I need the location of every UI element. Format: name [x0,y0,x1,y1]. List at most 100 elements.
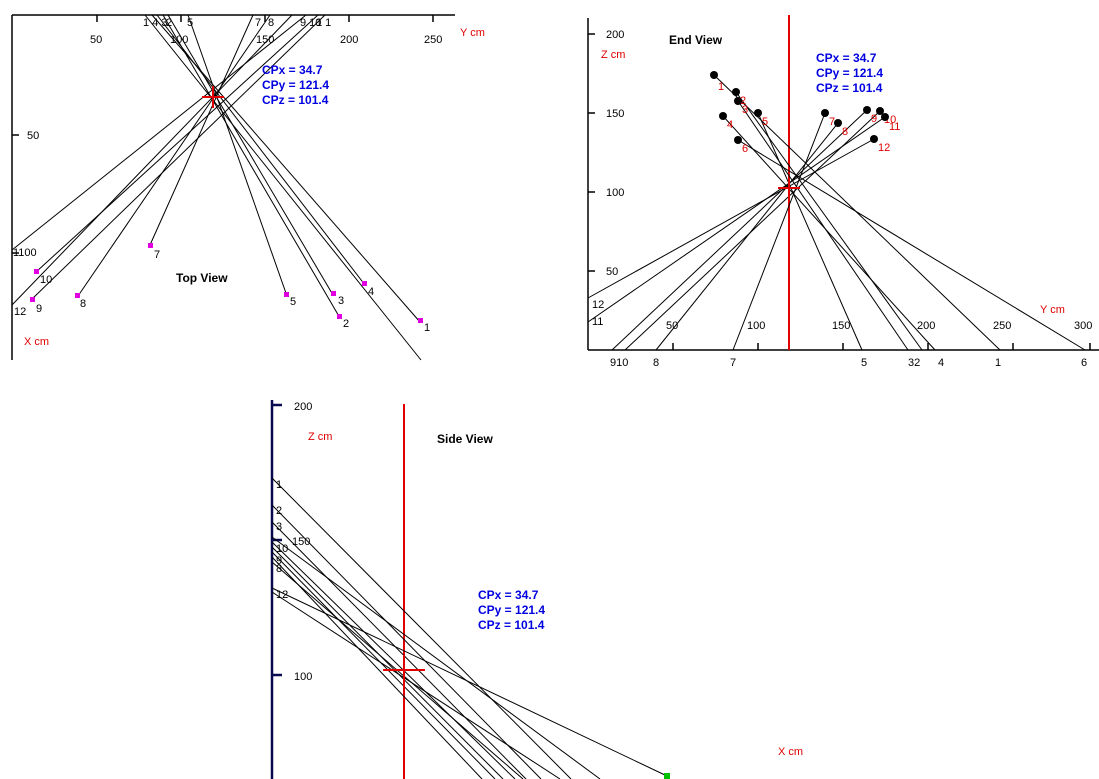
side-cpz: CPz = 101.4 [478,618,545,632]
top-y-tick-150: 150 [256,34,274,46]
side-label-10: 10 [276,543,288,555]
top-y-tick-50: 50 [90,34,102,46]
top-cpy: CPy = 121.4 [262,78,329,92]
top-point-8 [75,293,80,298]
end-bottom-label-4: 4 [938,357,944,369]
side-view-rays [271,477,668,779]
side-view-panel: 200 150 100 Z cm X cm 1 2 [270,400,803,779]
end-point-7 [821,109,829,117]
end-point-label-6: 6 [742,143,748,155]
end-bottom-label-32: 32 [908,357,920,369]
top-ray-label-8: 8 [268,17,274,29]
top-view-title: Top View [176,271,228,285]
top-point-9 [30,297,35,302]
top-view-panel: 50 100 150 200 250 Y cm 50 1100 X cm 1 4… [11,14,485,361]
side-label-9: 9 [276,555,282,567]
end-cpz: CPz = 101.4 [816,81,883,95]
top-cpz: CPz = 101.4 [262,93,329,107]
end-left-label-11: 11 [592,316,603,328]
top-view-rays [11,14,422,361]
end-left-label-12: 12 [592,299,604,311]
side-label-8: 8 [276,563,282,575]
side-z-tick-200: 200 [294,401,312,413]
end-bottom-label-910: 910 [610,357,628,369]
top-point-4 [362,281,367,286]
end-z-tick-50: 50 [606,266,618,278]
top-point-label-8: 8 [80,298,86,310]
top-view-y-cm-label: Y cm [460,27,485,39]
top-ray-label-11: 1 1 [316,17,331,29]
top-y-tick-200: 200 [340,34,358,46]
top-x-tick-50: 50 [27,130,39,142]
end-point-label-11: 11 [889,121,900,133]
top-point-3 [331,291,336,296]
top-point-label-12: 12 [14,306,26,318]
end-view-panel: 200 150 100 50 Z cm 50 100 150 200 250 3… [587,15,1099,369]
end-view-center-marker [778,178,800,198]
side-view-title: Side View [437,432,493,446]
end-bottom-label-8: 8 [653,357,659,369]
top-point-label-1: 1 [424,322,430,334]
top-point-label-2: 2 [343,318,349,330]
end-point-label-3: 3 [742,104,748,116]
end-point-6 [734,136,742,144]
end-view-points: 1 2 3 4 5 6 7 8 9 10 11 12 [710,71,900,155]
end-point-1 [710,71,718,79]
top-point-label-9: 9 [36,303,42,315]
end-point-label-7: 7 [829,116,835,128]
end-y-tick-100: 100 [747,320,765,332]
top-point-1 [418,318,423,323]
top-point-5 [284,292,289,297]
side-view-x-cm-label: X cm [778,746,803,758]
end-y-tick-200: 200 [917,320,935,332]
end-point-label-9: 9 [871,113,877,125]
side-view-center-marker [383,655,425,690]
end-bottom-label-7: 7 [730,357,736,369]
side-label-2: 2 [276,505,282,517]
end-point-label-12: 12 [878,142,890,154]
top-ray-label-7: 7 [255,17,261,29]
end-point-11 [881,113,889,121]
top-point-label-4: 4 [368,286,374,298]
top-point-label-5: 5 [290,296,296,308]
side-view-z-cm-label: Z cm [308,431,332,443]
end-z-tick-200: 200 [606,29,624,41]
end-cpy: CPy = 121.4 [816,66,883,80]
end-point-label-8: 8 [842,126,848,138]
top-cpx: CPx = 34.7 [262,63,323,77]
top-view-points: 1 2 3 4 5 7 8 9 10 12 [14,243,430,334]
end-point-4 [719,112,727,120]
end-y-tick-50: 50 [666,320,678,332]
side-z-tick-150: 150 [292,536,310,548]
top-ray-label-5: 5 [187,17,193,29]
side-cpy: CPy = 121.4 [478,603,545,617]
end-point-2 [732,88,740,96]
end-y-tick-150: 150 [832,320,850,332]
end-bottom-label-1: 1 [995,357,1001,369]
top-point-7 [148,243,153,248]
end-view-y-cm-label: Y cm [1040,304,1065,316]
side-cpx: CPx = 34.7 [478,588,539,602]
end-point-8 [834,119,842,127]
end-point-12 [870,135,878,143]
end-y-tick-300: 300 [1074,320,1092,332]
top-y-tick-100: 100 [170,34,188,46]
top-view-x-cm-label: X cm [24,336,49,348]
end-point-10 [876,107,884,115]
end-bottom-label-5: 5 [861,357,867,369]
end-z-tick-150: 150 [606,108,624,120]
end-bottom-label-6: 6 [1081,357,1087,369]
end-view-title: End View [669,33,723,47]
end-point-9 [863,106,871,114]
end-point-label-5: 5 [762,116,768,128]
end-point-label-4: 4 [727,119,733,131]
side-end-point [664,773,670,779]
end-point-3 [734,97,742,105]
top-x-tick-label-1100: 1100 [13,247,37,259]
top-point-label-10: 10 [40,274,52,286]
top-point-2 [337,314,342,319]
end-view-z-cm-label: Z cm [601,49,625,61]
end-y-tick-250: 250 [993,320,1011,332]
top-view-y-ticks: 50 100 150 200 250 [90,15,442,46]
